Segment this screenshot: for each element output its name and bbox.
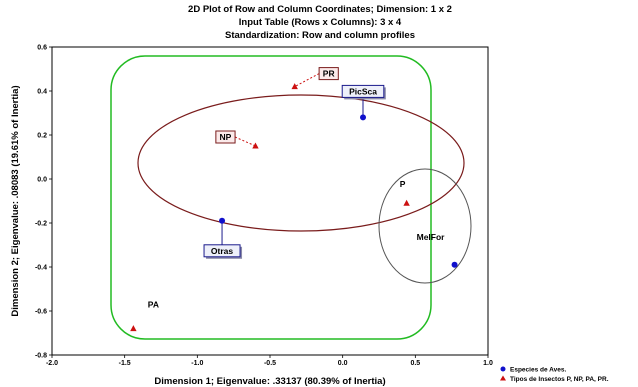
callout-box-pr <box>318 67 339 81</box>
y-tick-label: 0.2 <box>37 133 47 140</box>
point-marker-pa <box>130 325 137 332</box>
legend-marker-insectos <box>500 375 506 381</box>
data-points <box>130 83 458 332</box>
x-tick-label: 1.0 <box>483 360 493 367</box>
callout-line-np <box>234 136 256 147</box>
y-tick-label: -0.2 <box>35 221 47 228</box>
point-label-pa: PA <box>148 300 159 310</box>
chart-title-line-1: 2D Plot of Row and Column Coordinates; D… <box>188 4 452 15</box>
green-group-outline <box>110 55 432 340</box>
label-callouts: PicSca Otras MelFor PR NP P PA <box>148 67 446 310</box>
point-label-picsca: PicSca <box>349 86 377 96</box>
point-label-pr: PR <box>323 69 335 79</box>
brown-group-ellipse <box>137 94 465 232</box>
y-axis-label: Dimension 2; Eigenvalue: .08083 (19.61% … <box>10 85 21 316</box>
point-marker-np <box>252 142 259 149</box>
point-label-otras: Otras <box>211 246 233 256</box>
point-label-p: P <box>400 179 406 189</box>
x-axis-label: Dimension 1; Eigenvalue: .33137 (80.39% … <box>154 376 385 387</box>
y-tick-label: 0.0 <box>37 177 47 184</box>
point-marker-otras <box>219 217 226 224</box>
x-tick-label: -0.5 <box>264 360 276 367</box>
y-tick-label: 0.6 <box>37 45 47 52</box>
axis-ticks: -2.0 -1.5 -1.0 -0.5 0.0 0.5 1.0 0.6 0.4 0.2 0.0 -0.… <box>35 45 493 368</box>
x-tick-label: -2.0 <box>46 360 58 367</box>
callout-line-pr <box>294 73 320 88</box>
point-label-np: NP <box>220 132 232 142</box>
legend-marker-aves <box>500 366 506 372</box>
chart-title-line-2: Input Table (Rows x Columns): 3 x 4 <box>239 17 402 28</box>
x-tick-label: -1.5 <box>119 360 131 367</box>
plot-frame <box>51 46 489 356</box>
point-marker-pr <box>291 83 298 90</box>
point-marker-p <box>403 199 410 206</box>
callout-box-picsca <box>341 84 385 98</box>
y-tick-label: -0.4 <box>35 265 47 272</box>
y-tick-label: -0.6 <box>35 309 47 316</box>
chart-title-line-3: Standardization: Row and column profiles <box>225 30 415 41</box>
x-tick-label: 0.0 <box>338 360 348 367</box>
callout-box-np <box>215 130 236 144</box>
point-label-melfor: MelFor <box>417 232 446 242</box>
gray-group-ellipse <box>378 168 472 284</box>
legend-label-aves: Especies de Aves. <box>510 367 566 374</box>
y-tick-label: 0.4 <box>37 89 47 96</box>
x-tick-label: 0.5 <box>410 360 420 367</box>
legend-label-insectos: Tipos de Insectos P, NP, PA, PR. <box>510 376 609 383</box>
callout-box-otras <box>203 244 241 258</box>
y-tick-label: -0.8 <box>35 353 47 360</box>
x-tick-label: -1.0 <box>191 360 203 367</box>
point-marker-picsca <box>360 114 367 121</box>
point-marker-melfor <box>451 261 458 268</box>
